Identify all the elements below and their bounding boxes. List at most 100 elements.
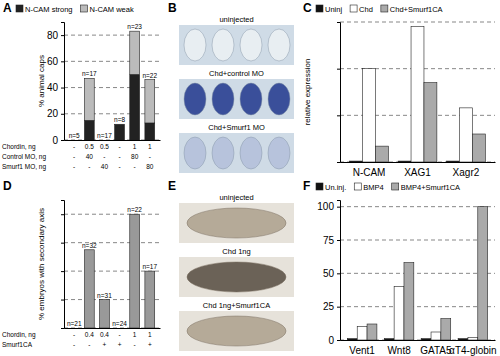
axis-line [65,140,161,141]
photo-detail [240,137,262,169]
table-cell: - [103,153,105,160]
image-caption: Chd 1ng+Smurf1CA [203,301,270,310]
x-axis: N-CAM XAG1 Xagr2 [341,163,496,179]
tick-mark [61,88,64,89]
bar [357,327,367,340]
bar [69,140,79,141]
panel-label: F [303,179,310,193]
grid-line [64,61,160,62]
tick-label: 20 [47,108,59,119]
table-cell: - [88,163,90,170]
legend-label: Chd [359,5,373,14]
bar [458,339,468,340]
tick [61,214,64,215]
axis-line [341,162,496,163]
tick [337,22,340,23]
tick: 40 [47,82,64,93]
plot-area: 020406080n=5n=17n=17n=8n=23n=22 [47,23,161,146]
photo [179,257,294,297]
bar [115,328,125,329]
photo-detail [184,83,206,115]
axis-line [61,23,65,141]
annotation: n=8 [114,116,125,123]
panel: A020406080n=5n=17n=17n=8n=23n=22% animal… [2,1,161,171]
bars [84,31,154,140]
table-cell: 0.4 [85,331,94,338]
annotation: n=5 [69,132,80,139]
panel-label: D [3,179,12,193]
bar [145,123,155,140]
bar [411,27,424,162]
legend-swatch [354,183,361,190]
legend-label: BMP4+Smurf1CA [401,183,460,192]
panel-label: C [303,1,312,15]
table-cell: - [73,153,75,160]
image-caption: uninjected [219,15,253,24]
tick-mark [61,243,64,244]
legend-label: Un.inj. [325,183,346,192]
photo [179,203,294,243]
tick: Wnt8 [387,345,411,356]
tick: 0 [52,135,64,146]
bar [84,250,94,328]
tick-mark [61,140,64,141]
annotation: n=32 [82,242,97,249]
grid-line [64,35,160,36]
tick-mark [337,273,340,274]
bar [100,140,110,141]
tick-mark [61,61,64,62]
photo-detail [187,262,286,292]
tick-label: Wnt8 [387,345,411,356]
table-cell: - [134,163,136,170]
photo-detail [187,316,286,346]
tick-label: N-CAM [353,167,386,178]
table-row-label: Smurf1CA [2,341,33,348]
tick-label: αT4-globin [449,345,496,356]
tick-label: 50 [323,268,335,279]
bar [376,146,389,162]
bar [100,300,110,328]
table-cell: 1 [148,331,152,338]
image-caption: uninjected [219,193,253,202]
plot-area: n=21n=32n=31n=24n=22n=17 [61,201,161,329]
tick: 75 [323,235,340,246]
axis-line [337,23,341,163]
tick: 25 [323,301,340,312]
tick-label: 75 [323,235,335,246]
panel: F0255075100Vent1Wnt8GATA5αT4-globinUn.in… [303,179,497,356]
table-cell: - [73,163,75,170]
axis-line [337,201,341,341]
table-cell: - [149,153,151,160]
panel-label: B [168,1,177,15]
tick: Xagr2 [453,167,480,178]
table-cell: - [118,153,120,160]
tick-mark [337,115,340,116]
photo-detail [268,137,290,169]
tick-label: XAG1 [404,167,431,178]
legend-label: N-CAM strong [25,5,73,14]
photo [179,311,294,351]
bar [115,124,125,140]
tick-mark [61,328,64,329]
panel-label: E [168,179,176,193]
tick: GATA5 [420,345,452,356]
tick [337,69,340,70]
tick: 20 [47,108,64,119]
bar [384,339,394,340]
tick-mark [61,271,64,272]
bar [459,108,472,162]
annotation: n=17 [82,70,97,77]
image-caption: Chd 1ng [222,247,250,256]
photo [179,25,294,65]
legend-label: Uninj [325,5,342,14]
image-panel: Euninjected Chd 1ng Chd 1ng+Smurf1CA [168,179,294,351]
bar [421,339,431,340]
x-axis [65,328,161,329]
image-caption: Chd+control MO [209,69,264,78]
annotation: n=22 [142,72,157,79]
plot-area: N-CAM XAG1 Xagr2 [337,22,496,178]
tick [337,115,340,116]
legend-swatch [392,183,399,190]
y-axis [61,201,65,329]
table-cell: - [134,341,136,348]
